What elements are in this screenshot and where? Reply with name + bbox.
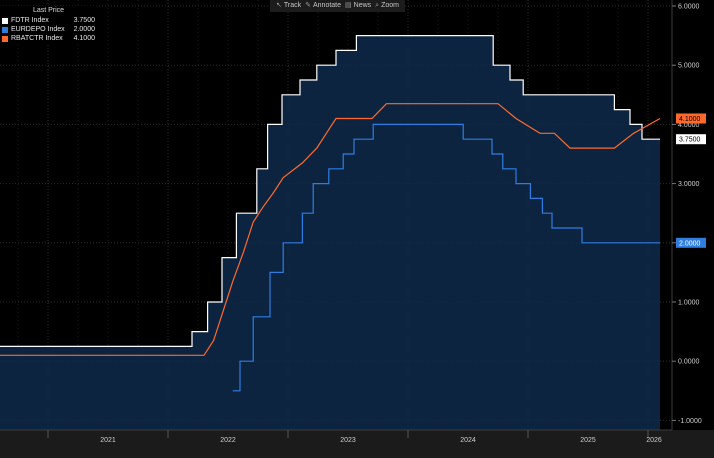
track-button[interactable]: ↖ Track [276,0,301,12]
legend: Last Price FDTR Index 3.7500 EURDEPO Ind… [0,6,97,43]
x-tick-label: 2021 [100,437,116,444]
x-axis-ticks: 2021 2022 2023 2024 2025 2026 [47,430,662,444]
series-line-fdtr [0,35,660,347]
x-tick-label: 2026 [646,437,662,444]
zoom-button[interactable]: ⌕ Zoom [375,0,399,12]
magnifier-icon: ⌕ [375,2,380,9]
legend-title: Last Price [32,7,65,14]
annotate-label: Annotate [313,2,342,9]
y-tick-label: 5.0000 [678,63,700,70]
series-line-eurdepo [232,123,660,392]
legend-value-eurdepo: 2.0000 [73,26,95,33]
series-line-rbatctr [0,103,661,356]
legend-item-rbatctr[interactable]: RBATCTR Index 4.1000 [0,34,97,43]
y-tick-label: 1.0000 [678,300,700,307]
legend-value-rbatctr: 4.1000 [73,35,95,42]
legend-value-fdtr: 3.7500 [73,17,95,24]
y-tick-label: 0.0000 [678,359,700,366]
legend-item-fdtr[interactable]: FDTR Index 3.7500 [0,16,97,25]
last-value-tag [676,113,706,124]
cursor-icon: ↖ [276,2,282,9]
x-tick-label: 2024 [460,437,476,444]
y-tick-label: 4.0000 [678,122,700,129]
legend-item-eurdepo[interactable]: EURDEPO Index 2.0000 [0,25,97,34]
y-tick-label: 6.0000 [678,4,700,11]
annotate-button[interactable]: ✎ Annotate [305,0,341,12]
last-value-text: 3.7500 [679,137,701,144]
track-label: Track [283,2,302,9]
legend-name-fdtr: FDTR Index [11,17,49,24]
series-lines [0,35,661,392]
legend-swatch-rbatctr [2,35,8,42]
last-value-labels: 4.1000 3.7500 2.0000 [676,113,706,248]
pencil-icon: ✎ [305,2,311,9]
news-button[interactable]: ▤ News [345,0,371,12]
legend-name-eurdepo: EURDEPO Index [11,26,65,33]
y-tick-label: 3.0000 [678,181,700,188]
last-value-text: 2.0000 [679,240,701,247]
zoom-label: Zoom [381,2,399,9]
y-tick-label: -1.0000 [678,418,702,425]
news-icon: ▤ [345,2,352,9]
series-fills [0,35,660,430]
x-tick-label: 2025 [580,437,596,444]
legend-name-rbatctr: RBATCTR Index [11,35,63,42]
chart-toolbar: ↖ Track ✎ Annotate ▤ News ⌕ Zoom [270,0,405,12]
x-tick-label: 2023 [340,437,356,444]
legend-swatch-eurdepo [2,26,8,33]
last-value-tag [676,237,706,248]
legend-swatch-fdtr [2,17,8,24]
x-tick-label: 2022 [220,437,236,444]
last-value-text: 4.1000 [679,116,701,123]
news-label: News [353,2,372,9]
last-value-tag [676,134,706,145]
series-fill-fdtr [0,35,660,430]
x-axis-band [0,430,714,458]
